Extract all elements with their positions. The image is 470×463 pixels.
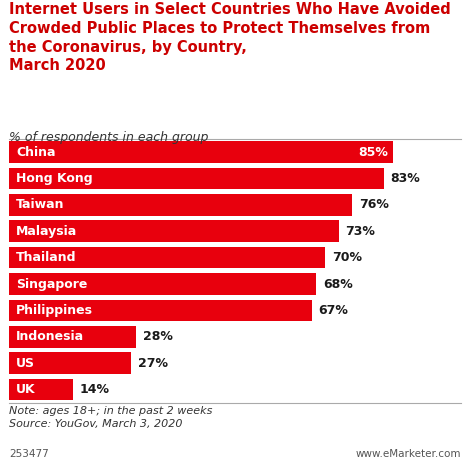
Bar [9, 273, 316, 295]
Text: 73%: 73% [345, 225, 376, 238]
Text: Taiwan: Taiwan [16, 198, 65, 212]
Bar [9, 141, 393, 163]
Bar [9, 220, 339, 242]
Text: Thailand: Thailand [16, 251, 77, 264]
Text: % of respondents in each group: % of respondents in each group [9, 131, 209, 144]
Text: Indonesia: Indonesia [16, 330, 84, 344]
Text: 68%: 68% [323, 277, 352, 291]
Text: Malaysia: Malaysia [16, 225, 78, 238]
Text: 83%: 83% [391, 172, 420, 185]
Text: 28%: 28% [142, 330, 172, 344]
Bar [9, 326, 136, 348]
Bar [9, 194, 352, 216]
Bar [9, 352, 131, 374]
Text: Philippines: Philippines [16, 304, 93, 317]
Bar [9, 168, 384, 189]
Text: 14%: 14% [79, 383, 110, 396]
Text: 67%: 67% [319, 304, 348, 317]
Text: 85%: 85% [359, 145, 388, 159]
Text: 27%: 27% [138, 357, 168, 370]
Bar [9, 379, 72, 400]
Text: Internet Users in Select Countries Who Have Avoided
Crowded Public Places to Pro: Internet Users in Select Countries Who H… [9, 2, 451, 73]
Text: UK: UK [16, 383, 36, 396]
Bar [9, 247, 325, 269]
Text: 76%: 76% [359, 198, 389, 212]
Text: US: US [16, 357, 35, 370]
Text: Singapore: Singapore [16, 277, 87, 291]
Bar [9, 300, 312, 321]
Text: 253477: 253477 [9, 449, 49, 459]
Text: Note: ages 18+; in the past 2 weeks
Source: YouGov, March 3, 2020: Note: ages 18+; in the past 2 weeks Sour… [9, 406, 213, 429]
Text: www.eMarketer.com: www.eMarketer.com [355, 449, 461, 459]
Text: China: China [16, 145, 55, 159]
Text: 70%: 70% [332, 251, 362, 264]
Text: Hong Kong: Hong Kong [16, 172, 93, 185]
